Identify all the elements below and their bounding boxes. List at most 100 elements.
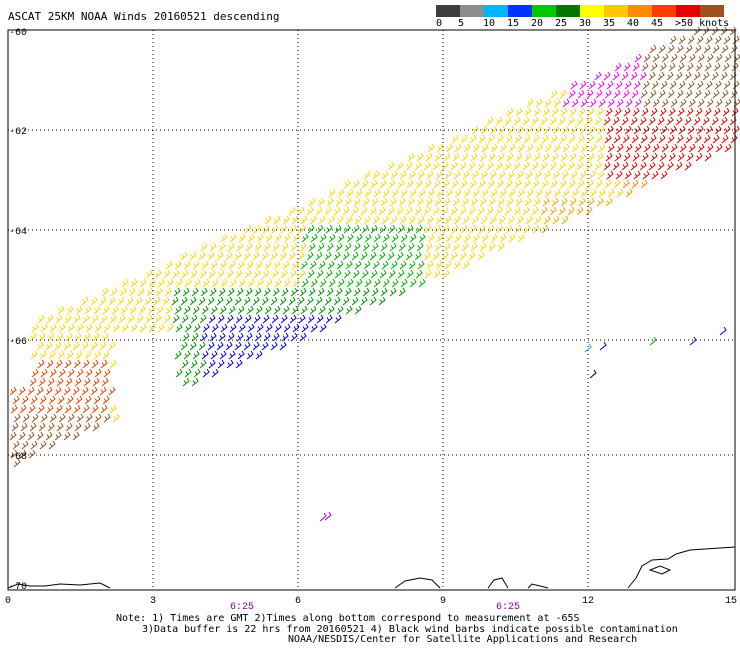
wind-barb xyxy=(670,143,678,153)
wind-barb xyxy=(694,89,702,99)
wind-barb xyxy=(246,305,254,315)
wind-barb xyxy=(361,179,369,189)
wind-barb xyxy=(352,179,360,189)
wind-barb xyxy=(199,359,207,369)
wind-barb xyxy=(352,224,360,234)
wind-barb xyxy=(496,179,504,189)
wind-barb xyxy=(516,215,524,225)
wind-barb xyxy=(606,170,614,180)
wind-barb xyxy=(193,278,201,288)
wind-barb xyxy=(443,242,451,252)
wind-barb xyxy=(226,314,234,324)
wind-barb xyxy=(396,161,404,171)
wind-barb xyxy=(479,152,487,162)
wind-barb xyxy=(236,287,244,297)
wind-barb xyxy=(45,431,53,441)
wind-barb xyxy=(614,152,622,162)
wind-barb xyxy=(47,422,55,432)
wind-barb xyxy=(219,305,227,315)
wind-barb xyxy=(424,179,432,189)
wind-barb xyxy=(245,287,253,297)
wind-barb xyxy=(462,215,470,225)
wind-barb xyxy=(81,341,89,351)
wind-barb xyxy=(157,323,165,333)
wind-barb xyxy=(327,260,335,270)
wind-barb xyxy=(685,134,693,144)
wind-barb xyxy=(66,395,74,405)
wind-barb xyxy=(202,323,210,333)
wind-barb xyxy=(442,224,450,234)
wind-barb xyxy=(532,224,540,234)
wind-barb xyxy=(363,215,371,225)
wind-barb xyxy=(73,359,81,369)
wind-barb xyxy=(270,296,278,306)
wind-barb xyxy=(40,413,48,423)
wind-barb xyxy=(37,404,45,414)
wind-barb xyxy=(380,197,388,207)
wind-barb xyxy=(9,431,17,441)
wind-barb xyxy=(544,188,552,198)
wind-barb xyxy=(280,314,288,324)
wind-barb xyxy=(427,188,435,198)
wind-barb xyxy=(318,305,326,315)
wind-barb xyxy=(616,188,624,198)
wind-barb xyxy=(480,170,488,180)
wind-barb xyxy=(686,152,694,162)
wind-barb xyxy=(724,53,732,63)
wind-barb xyxy=(378,251,386,261)
wind-barb xyxy=(613,179,621,189)
wind-barb xyxy=(623,107,631,117)
wind-barb xyxy=(289,269,297,279)
wind-barb xyxy=(184,368,192,378)
wind-barb xyxy=(589,188,597,198)
wind-barb xyxy=(308,242,316,252)
wind-barb xyxy=(40,323,48,333)
wind-barb xyxy=(67,368,75,378)
wind-barb xyxy=(262,314,270,324)
wind-barb xyxy=(703,44,711,54)
wind-barb xyxy=(307,314,315,324)
wind-barb xyxy=(172,314,180,324)
coastline xyxy=(7,546,736,589)
wind-barb xyxy=(657,161,665,171)
wind-barb xyxy=(381,215,389,225)
wind-barb xyxy=(324,511,332,521)
wind-barb xyxy=(639,71,647,81)
wind-barb xyxy=(100,359,108,369)
wind-barb xyxy=(370,269,378,279)
wind-barb xyxy=(364,278,372,288)
wind-barb xyxy=(697,53,705,63)
wind-barb xyxy=(157,278,165,288)
wind-barb xyxy=(534,215,542,225)
wind-barb xyxy=(263,332,271,342)
wind-barb xyxy=(103,323,111,333)
wind-barb xyxy=(632,107,640,117)
wind-barb xyxy=(579,170,587,180)
wind-barb xyxy=(723,35,731,45)
wind-barb xyxy=(333,296,341,306)
wind-barb xyxy=(652,143,660,153)
wind-barb xyxy=(549,161,557,171)
wind-barb xyxy=(209,287,217,297)
wind-barb xyxy=(65,332,73,342)
wind-barb xyxy=(625,188,633,198)
wind-barb xyxy=(380,242,388,252)
wind-barb xyxy=(622,134,630,144)
wind-barb xyxy=(334,314,342,324)
wind-barb xyxy=(373,233,381,243)
wind-barb xyxy=(72,341,80,351)
wind-barb xyxy=(471,170,479,180)
colorbar-label: 20 xyxy=(531,18,544,29)
wind-barb xyxy=(562,98,570,108)
wind-barb xyxy=(650,107,658,117)
wind-barb xyxy=(93,305,101,315)
wind-barb xyxy=(676,89,684,99)
wind-barb xyxy=(92,422,100,432)
wind-barb xyxy=(605,107,613,117)
wind-barb xyxy=(584,343,592,353)
wind-barb xyxy=(103,413,111,423)
wind-barb xyxy=(409,278,417,288)
wind-barb xyxy=(706,98,714,108)
wind-barb xyxy=(660,80,668,90)
wind-barb xyxy=(47,377,55,387)
